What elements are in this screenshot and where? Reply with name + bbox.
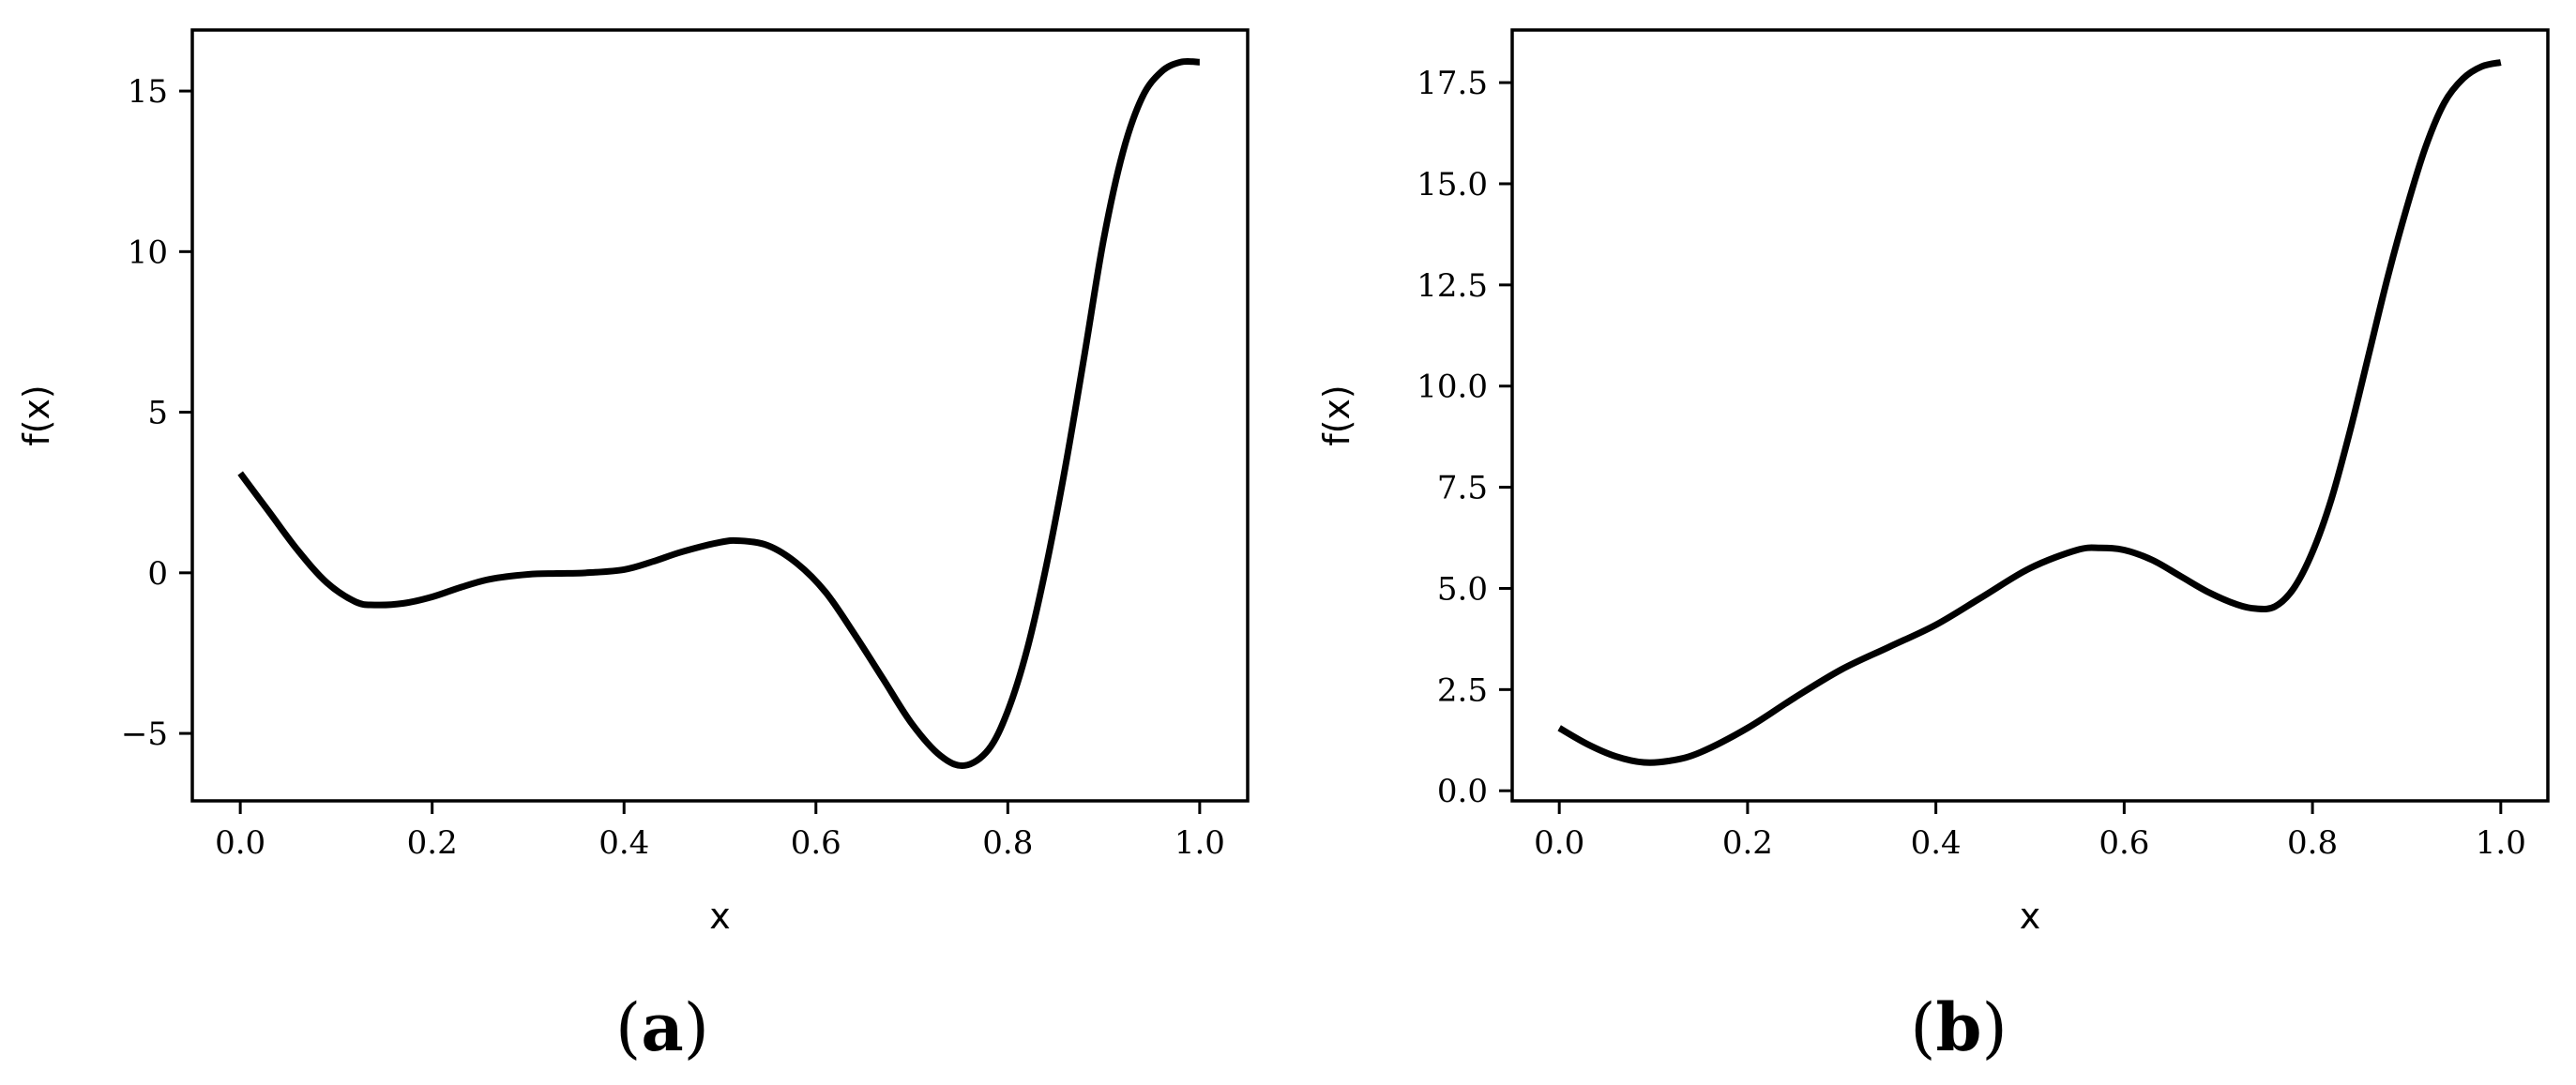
y-tick-label: −5 bbox=[121, 716, 168, 753]
x-tick-label: 0.2 bbox=[1722, 824, 1773, 862]
panel-caption-letter: a bbox=[641, 988, 683, 1066]
x-axis-label: x bbox=[2020, 896, 2041, 937]
x-tick-label: 0.8 bbox=[982, 824, 1033, 862]
panel-caption-paren: ) bbox=[684, 989, 709, 1066]
y-tick-label: 2.5 bbox=[1437, 671, 1488, 709]
x-axis-label: x bbox=[709, 896, 731, 937]
axes-frame bbox=[1510, 28, 2550, 803]
x-tick-label: 0.0 bbox=[1534, 824, 1584, 862]
y-axis-label: f(x) bbox=[16, 384, 57, 446]
y-axis-label: f(x) bbox=[1316, 384, 1357, 446]
panel-caption-letter: b bbox=[1936, 988, 1982, 1066]
panel-b: 0.0 0.2 0.4 0.6 0.8 1.0 0.0 2.5 5.0 7.5 10.0 12.5 15… bbox=[1316, 28, 2550, 1066]
axes-frame bbox=[190, 28, 1250, 803]
x-tick-label: 0.0 bbox=[215, 824, 265, 862]
y-tick-label: 5.0 bbox=[1437, 570, 1488, 608]
y-tick-label: 0.0 bbox=[1437, 773, 1488, 810]
x-tick-label: 0.6 bbox=[2099, 824, 2149, 862]
panel-caption-paren: ) bbox=[1981, 989, 2007, 1066]
y-tick-label: 17.5 bbox=[1417, 65, 1488, 102]
x-tick-label: 0.6 bbox=[791, 824, 841, 862]
x-tick-label: 0.8 bbox=[2287, 824, 2338, 862]
x-tick-label: 0.4 bbox=[599, 824, 649, 862]
panel-caption: (a) bbox=[615, 988, 709, 1066]
y-tick-label: 15.0 bbox=[1417, 166, 1488, 203]
series-line bbox=[237, 57, 1201, 770]
y-tick-label: 15 bbox=[128, 73, 168, 111]
y-tick-label: 7.5 bbox=[1437, 470, 1488, 507]
panel-caption: (b) bbox=[1910, 988, 2008, 1066]
panel-caption-paren: ( bbox=[615, 989, 641, 1066]
y-tick-label: 5 bbox=[147, 395, 168, 432]
y-tick-label: 10 bbox=[128, 234, 168, 271]
x-tick-label: 1.0 bbox=[1174, 824, 1225, 862]
y-tick-label: 12.5 bbox=[1417, 267, 1488, 305]
series-line bbox=[1557, 59, 2502, 766]
panel-caption-paren: ( bbox=[1910, 989, 1935, 1066]
y-tick-label: 0 bbox=[147, 555, 168, 593]
y-tick-label: 10.0 bbox=[1417, 369, 1488, 406]
x-tick-label: 0.2 bbox=[407, 824, 458, 862]
x-tick-label: 1.0 bbox=[2476, 824, 2526, 862]
panel-a: 0.0 0.2 0.4 0.6 0.8 1.0 −5 0 5 10 15 x f(x) (a) bbox=[16, 28, 1250, 1066]
x-tick-label: 0.4 bbox=[1911, 824, 1962, 862]
